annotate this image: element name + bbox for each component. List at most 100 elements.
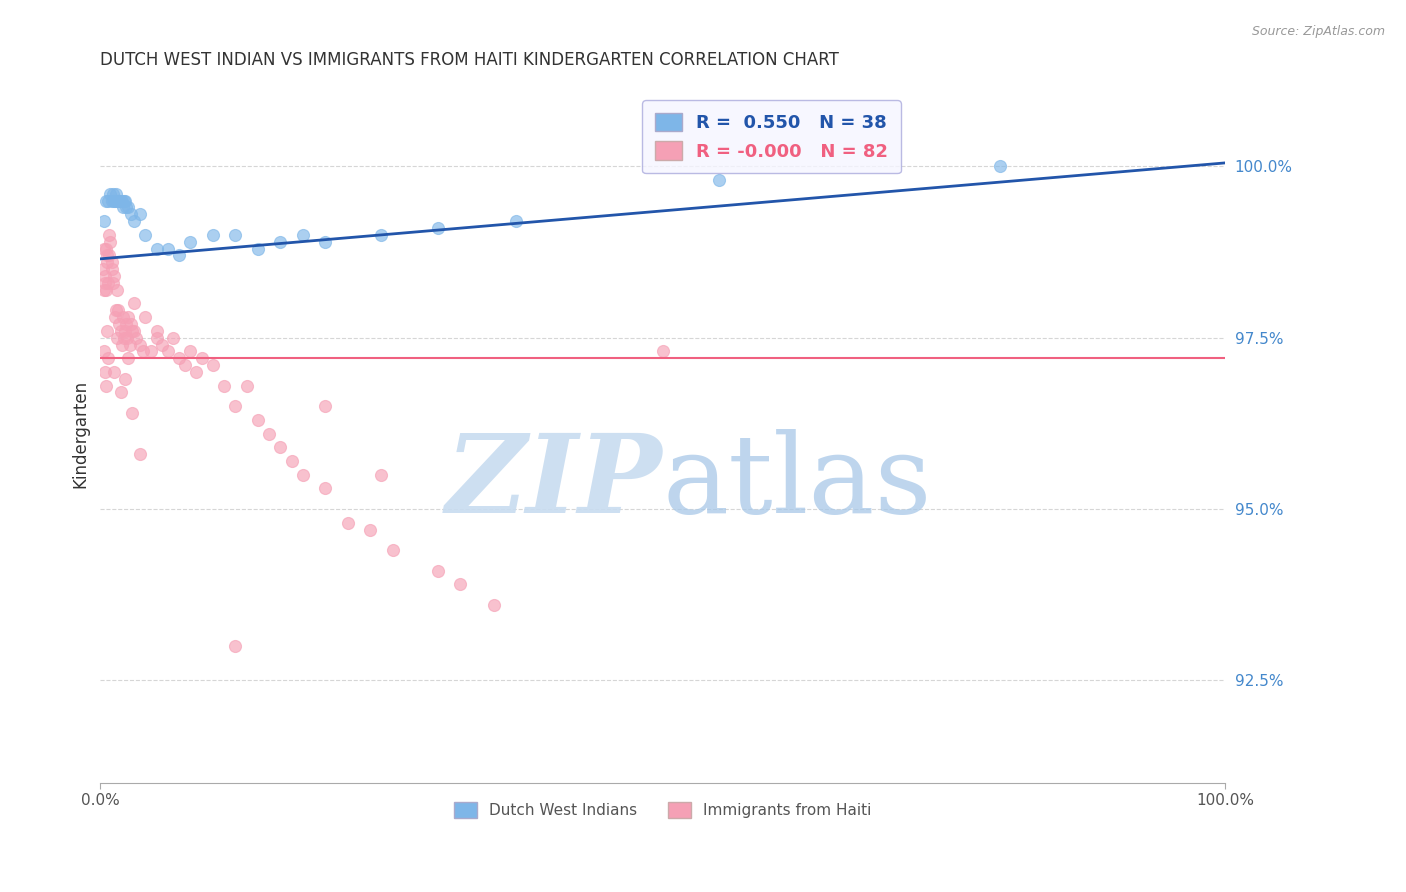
Point: [94, 242, 117, 256]
Point: [426, 564, 449, 578]
Point: [167, 248, 190, 262]
Point: [184, 365, 207, 379]
Point: [104, 194, 127, 208]
Point: [117, 331, 139, 345]
Point: [111, 201, 134, 215]
Point: [112, 194, 135, 208]
Point: [94, 268, 117, 283]
Point: [212, 378, 235, 392]
Point: [100, 262, 122, 277]
Point: [179, 235, 201, 249]
Text: DUTCH WEST INDIAN VS IMMIGRANTS FROM HAITI KINDERGARTEN CORRELATION CHART: DUTCH WEST INDIAN VS IMMIGRANTS FROM HAI…: [100, 51, 839, 69]
Point: [269, 440, 291, 454]
Point: [114, 324, 136, 338]
Text: ZIP: ZIP: [446, 429, 662, 536]
Point: [235, 378, 257, 392]
Point: [449, 577, 471, 591]
Point: [94, 276, 117, 290]
Point: [121, 406, 143, 420]
Point: [105, 303, 128, 318]
Point: [98, 227, 121, 242]
Point: [132, 344, 155, 359]
Point: [101, 186, 124, 201]
Point: [291, 227, 314, 242]
Point: [115, 201, 138, 215]
Point: [224, 399, 246, 413]
Point: [111, 310, 134, 324]
Text: atlas: atlas: [662, 429, 932, 536]
Y-axis label: Kindergarten: Kindergarten: [72, 379, 89, 488]
Point: [482, 598, 505, 612]
Point: [108, 317, 131, 331]
Point: [179, 344, 201, 359]
Point: [103, 365, 125, 379]
Point: [100, 194, 122, 208]
Point: [314, 235, 336, 249]
Point: [121, 324, 143, 338]
Point: [115, 317, 138, 331]
Point: [94, 378, 117, 392]
Point: [110, 194, 132, 208]
Point: [105, 194, 128, 208]
Point: [291, 467, 314, 482]
Point: [105, 331, 128, 345]
Point: [93, 283, 115, 297]
Point: [101, 276, 124, 290]
Point: [167, 351, 190, 366]
Text: Source: ZipAtlas.com: Source: ZipAtlas.com: [1251, 25, 1385, 38]
Point: [112, 331, 135, 345]
Point: [107, 303, 129, 318]
Point: [269, 235, 291, 249]
Point: [110, 324, 132, 338]
Point: [122, 214, 145, 228]
Point: [156, 242, 179, 256]
Point: [94, 365, 117, 379]
Point: [381, 543, 404, 558]
Point: [117, 310, 139, 324]
Point: [162, 331, 184, 345]
Point: [94, 194, 117, 208]
Point: [370, 467, 392, 482]
Point: [98, 248, 121, 262]
Point: [336, 516, 359, 530]
Point: [145, 242, 167, 256]
Point: [97, 276, 120, 290]
Point: [100, 255, 122, 269]
Point: [117, 351, 139, 366]
Point: [110, 385, 132, 400]
Point: [91, 262, 114, 277]
Point: [100, 235, 122, 249]
Point: [111, 194, 134, 208]
Point: [314, 482, 336, 496]
Point: [114, 194, 136, 208]
Point: [96, 248, 118, 262]
Point: [128, 207, 150, 221]
Point: [114, 372, 136, 386]
Point: [96, 255, 118, 269]
Point: [314, 399, 336, 413]
Point: [105, 186, 128, 201]
Point: [108, 194, 131, 208]
Point: [134, 310, 156, 324]
Point: [97, 194, 120, 208]
Point: [97, 351, 120, 366]
Point: [120, 207, 142, 221]
Point: [103, 268, 125, 283]
Point: [128, 447, 150, 461]
Point: [134, 227, 156, 242]
Point: [122, 296, 145, 310]
Point: [505, 214, 527, 228]
Point: [201, 227, 224, 242]
Point: [93, 242, 115, 256]
Point: [93, 344, 115, 359]
Point: [426, 221, 449, 235]
Point: [173, 358, 195, 372]
Point: [107, 194, 129, 208]
Point: [224, 639, 246, 653]
Point: [246, 242, 269, 256]
Point: [190, 351, 212, 366]
Point: [105, 283, 128, 297]
Point: [201, 358, 224, 372]
Point: [224, 227, 246, 242]
Point: [94, 283, 117, 297]
